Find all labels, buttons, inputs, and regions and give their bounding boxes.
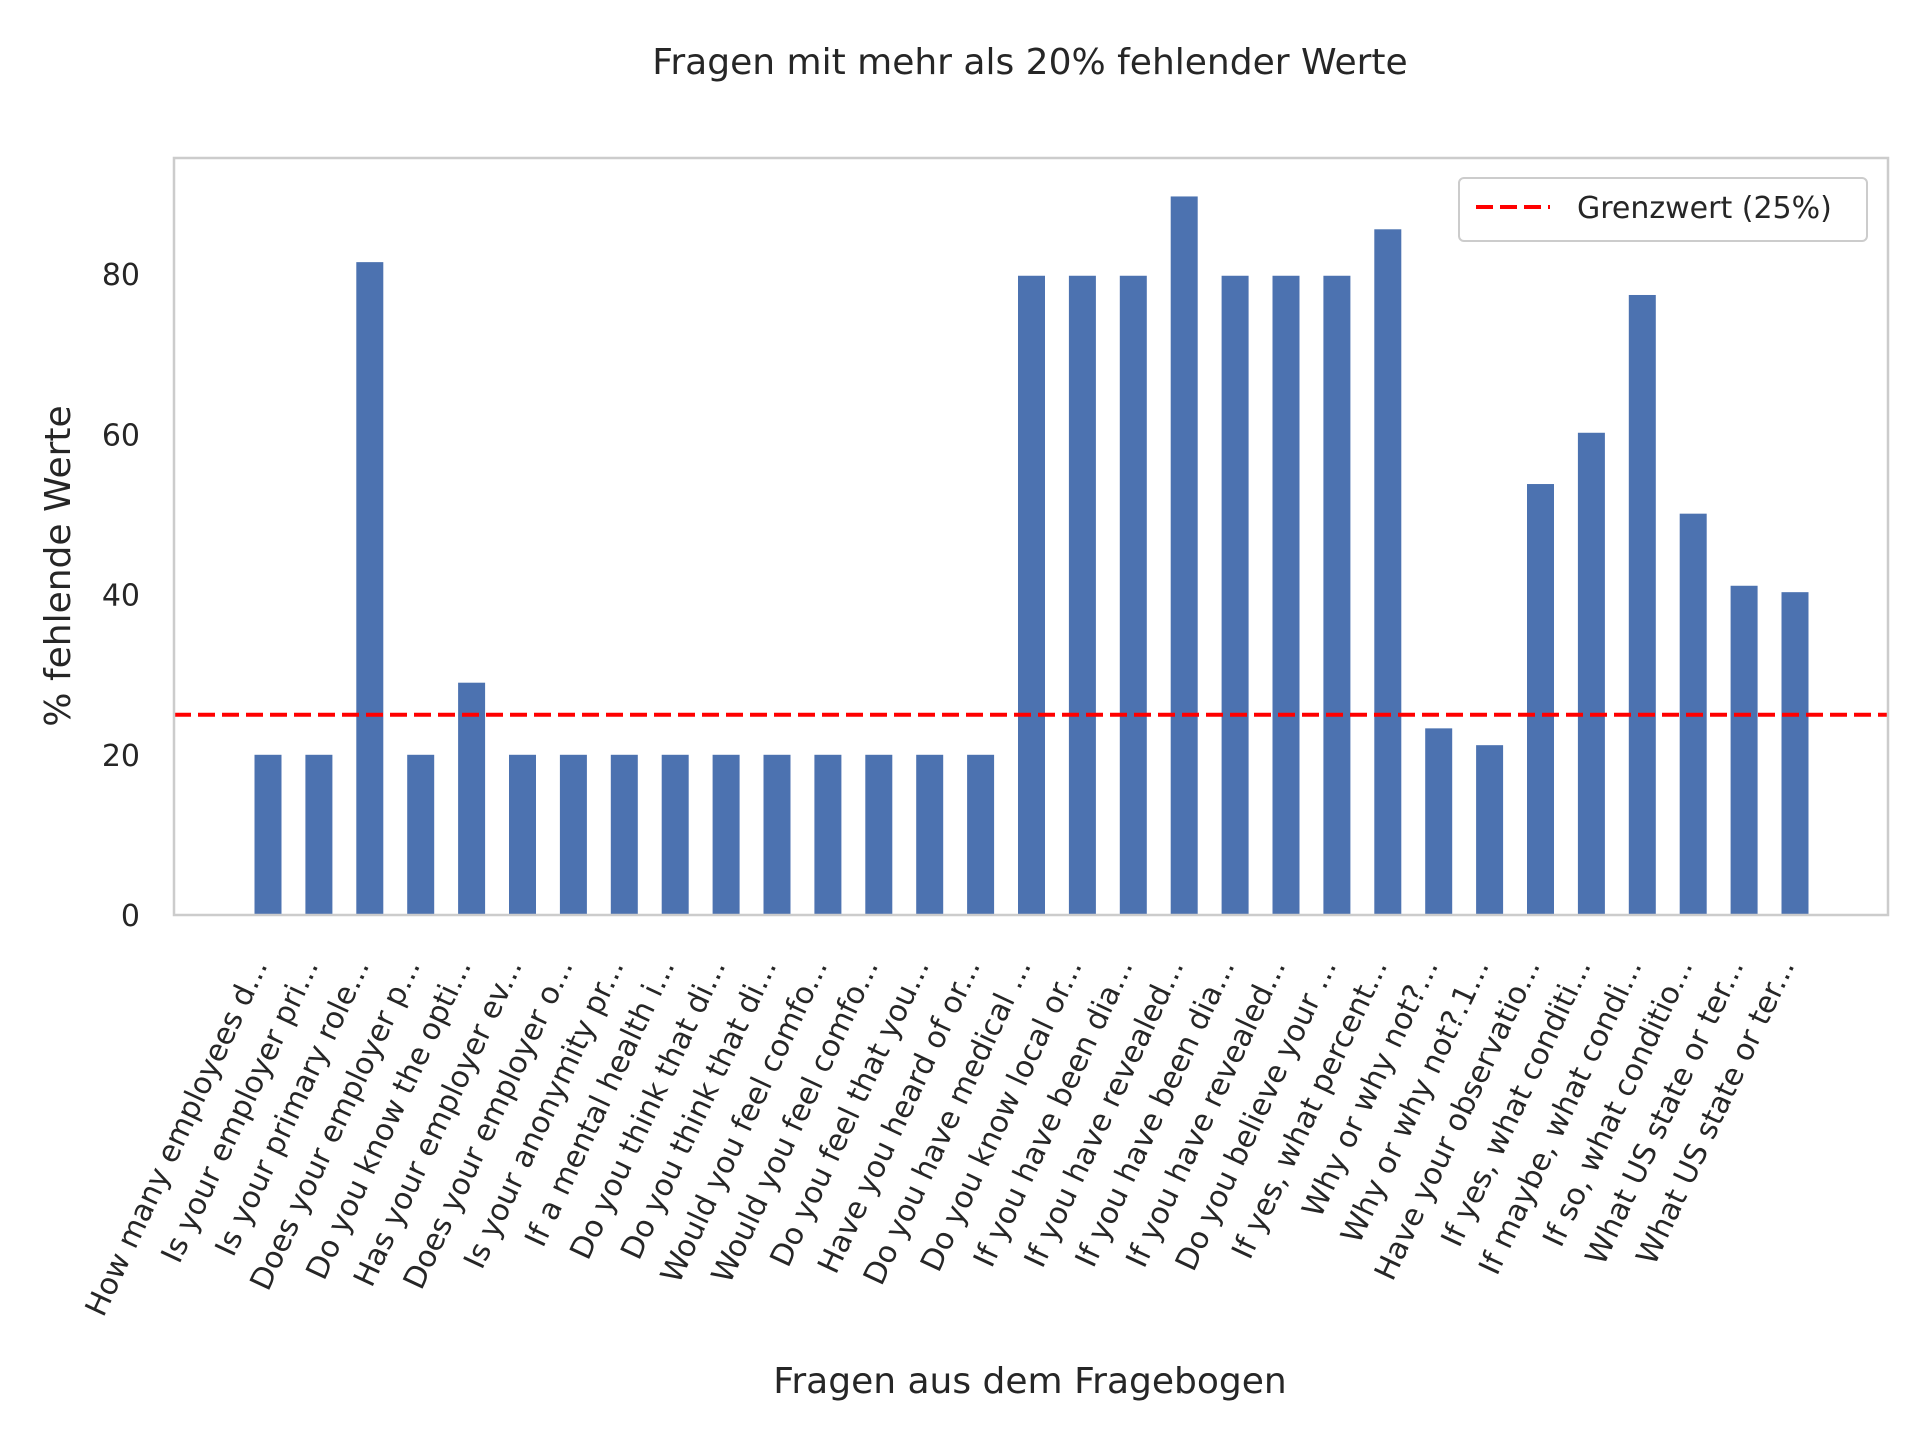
bar xyxy=(1323,275,1351,915)
bar xyxy=(814,754,842,915)
bar xyxy=(865,754,893,915)
bar xyxy=(1374,229,1402,915)
axes-frame xyxy=(172,156,1890,917)
bar xyxy=(1018,275,1045,915)
bar xyxy=(1119,275,1147,915)
bar xyxy=(407,754,435,915)
legend-label: Grenzwert (25%) xyxy=(1577,191,1832,226)
y-tick-label: 20 xyxy=(102,739,140,774)
y-tick-label: 0 xyxy=(121,899,140,934)
bar xyxy=(916,754,944,915)
bar xyxy=(509,754,536,915)
legend-frame xyxy=(1458,177,1868,242)
bar xyxy=(1170,196,1198,915)
chart-title: Fragen mit mehr als 20% fehlender Werte xyxy=(652,42,1407,83)
bar xyxy=(458,682,486,915)
bar xyxy=(254,754,282,915)
bar xyxy=(1425,728,1453,915)
bar xyxy=(712,754,740,915)
bar xyxy=(1068,275,1096,915)
bar xyxy=(1730,585,1758,915)
bar xyxy=(967,754,995,915)
bar xyxy=(1628,294,1656,915)
bar xyxy=(305,754,333,915)
bar xyxy=(1577,432,1605,915)
bar xyxy=(763,754,791,915)
bar xyxy=(1221,275,1249,915)
bar xyxy=(661,754,689,915)
bar xyxy=(1781,592,1809,915)
bar xyxy=(356,262,384,915)
bar xyxy=(1527,484,1554,915)
x-axis-title: Fragen aus dem Fragebogen xyxy=(773,1361,1286,1402)
bar xyxy=(1272,275,1300,915)
y-tick-label: 60 xyxy=(102,418,140,453)
legend: Grenzwert (25%) xyxy=(1458,177,1868,242)
bar xyxy=(610,754,638,915)
y-tick-label: 80 xyxy=(102,258,140,293)
y-axis-title: % fehlende Werte xyxy=(38,405,79,726)
y-tick-label: 40 xyxy=(102,579,140,614)
bar xyxy=(1476,745,1504,915)
bar xyxy=(559,754,587,915)
